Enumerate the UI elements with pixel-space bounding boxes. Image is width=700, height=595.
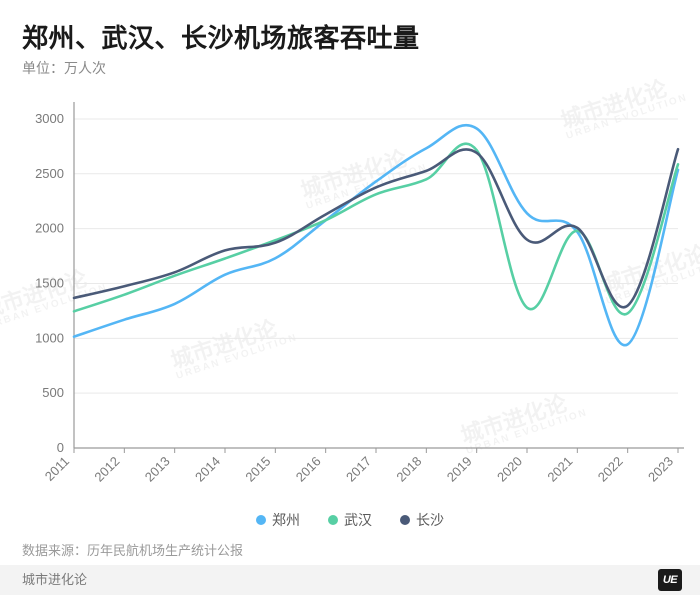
svg-text:2023: 2023: [645, 454, 676, 485]
series-line-郑州: [74, 125, 678, 345]
svg-text:2013: 2013: [142, 454, 173, 485]
svg-text:1000: 1000: [35, 330, 64, 345]
svg-text:2000: 2000: [35, 221, 64, 236]
chart-plot: 0 500 1000 1500 2000 2500 3000 2011 2012 2013 2014…: [0, 80, 700, 510]
legend-item: 郑州: [256, 510, 300, 530]
chart-subtitle: 单位：万人次: [22, 58, 106, 78]
footer-bar: [0, 565, 700, 595]
legend-label: 武汉: [344, 510, 372, 530]
svg-text:2014: 2014: [192, 454, 223, 485]
svg-text:3000: 3000: [35, 111, 64, 126]
svg-text:2018: 2018: [393, 454, 424, 485]
svg-text:2022: 2022: [595, 454, 626, 485]
svg-text:2017: 2017: [343, 454, 374, 485]
legend-item: 武汉: [328, 510, 372, 530]
svg-text:2015: 2015: [242, 454, 273, 485]
legend-dot-icon: [400, 515, 410, 525]
svg-text:500: 500: [42, 385, 64, 400]
source-label: 数据来源：历年民航机场生产统计公报: [22, 540, 243, 559]
brand-logo-icon: UE: [658, 569, 682, 591]
svg-text:2021: 2021: [544, 454, 575, 485]
footer-brand: 城市进化论: [22, 569, 87, 588]
legend-label: 郑州: [272, 510, 300, 530]
chart-title: 郑州、武汉、长沙机场旅客吞吐量: [22, 18, 420, 55]
svg-text:2020: 2020: [494, 454, 525, 485]
svg-text:2019: 2019: [444, 454, 475, 485]
legend-item: 长沙: [400, 510, 444, 530]
svg-text:0: 0: [57, 440, 64, 455]
legend-dot-icon: [256, 515, 266, 525]
svg-text:2500: 2500: [35, 166, 64, 181]
svg-text:2016: 2016: [293, 454, 324, 485]
svg-text:2012: 2012: [91, 454, 122, 485]
chart-legend: 郑州 武汉 长沙: [0, 510, 700, 530]
chart-container: 郑州、武汉、长沙机场旅客吞吐量 单位：万人次 城市进化论URBAN EVOLUT…: [0, 0, 700, 595]
svg-text:2011: 2011: [42, 454, 72, 484]
legend-dot-icon: [328, 515, 338, 525]
svg-text:1500: 1500: [35, 275, 64, 290]
legend-label: 长沙: [416, 510, 444, 530]
chart-svg: 0 500 1000 1500 2000 2500 3000 2011 2012 2013 2014…: [0, 80, 700, 510]
